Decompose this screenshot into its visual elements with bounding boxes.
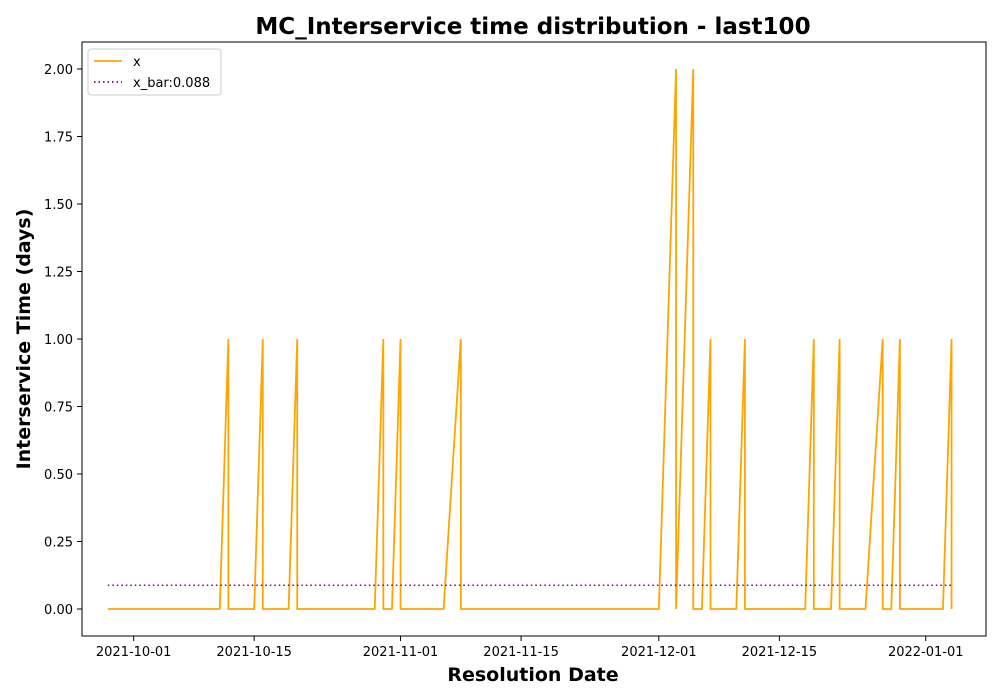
y-axis: 0.00 0.25 0.50 0.75 1.00 1.25 1.50 1.75 2.00 bbox=[44, 63, 82, 618]
x-tick-label: 2021-10-01 bbox=[96, 645, 172, 660]
y-tick-label: 0.75 bbox=[44, 401, 73, 416]
x-axis: 2021-10-01 2021-10-15 2021-11-01 2021-11-15… bbox=[96, 636, 964, 660]
x-tick-label: 2021-11-15 bbox=[483, 645, 559, 660]
y-tick-label: 0.25 bbox=[44, 536, 73, 551]
y-tick-label: 1.25 bbox=[44, 266, 73, 281]
legend: x x_bar:0.088 bbox=[87, 48, 222, 96]
plot-area bbox=[107, 68, 953, 610]
y-tick-label: 0.50 bbox=[44, 468, 73, 483]
legend-label-x-bar: x_bar:0.088 bbox=[133, 76, 210, 91]
x-tick-label: 2021-11-01 bbox=[363, 645, 439, 660]
x-tick-label: 2021-12-15 bbox=[742, 645, 818, 660]
y-tick-label: 1.75 bbox=[44, 131, 73, 146]
y-tick-label: 2.00 bbox=[44, 63, 73, 78]
x-tick-label: 2022-01-01 bbox=[888, 645, 964, 660]
chart-title: MC_Interservice time distribution - last… bbox=[255, 14, 810, 40]
y-tick-label: 1.50 bbox=[44, 198, 73, 213]
x-axis-label: Resolution Date bbox=[447, 664, 618, 686]
y-tick-label: 1.00 bbox=[44, 333, 73, 348]
x-tick-label: 2021-12-01 bbox=[621, 645, 697, 660]
series-line-x bbox=[107, 68, 953, 610]
plot-frame bbox=[81, 41, 987, 637]
x-tick-label: 2021-10-15 bbox=[216, 645, 292, 660]
y-tick-label: 0.00 bbox=[44, 603, 73, 618]
y-axis-label: Interservice Time (days) bbox=[13, 209, 35, 470]
legend-label-x: x bbox=[133, 55, 141, 70]
